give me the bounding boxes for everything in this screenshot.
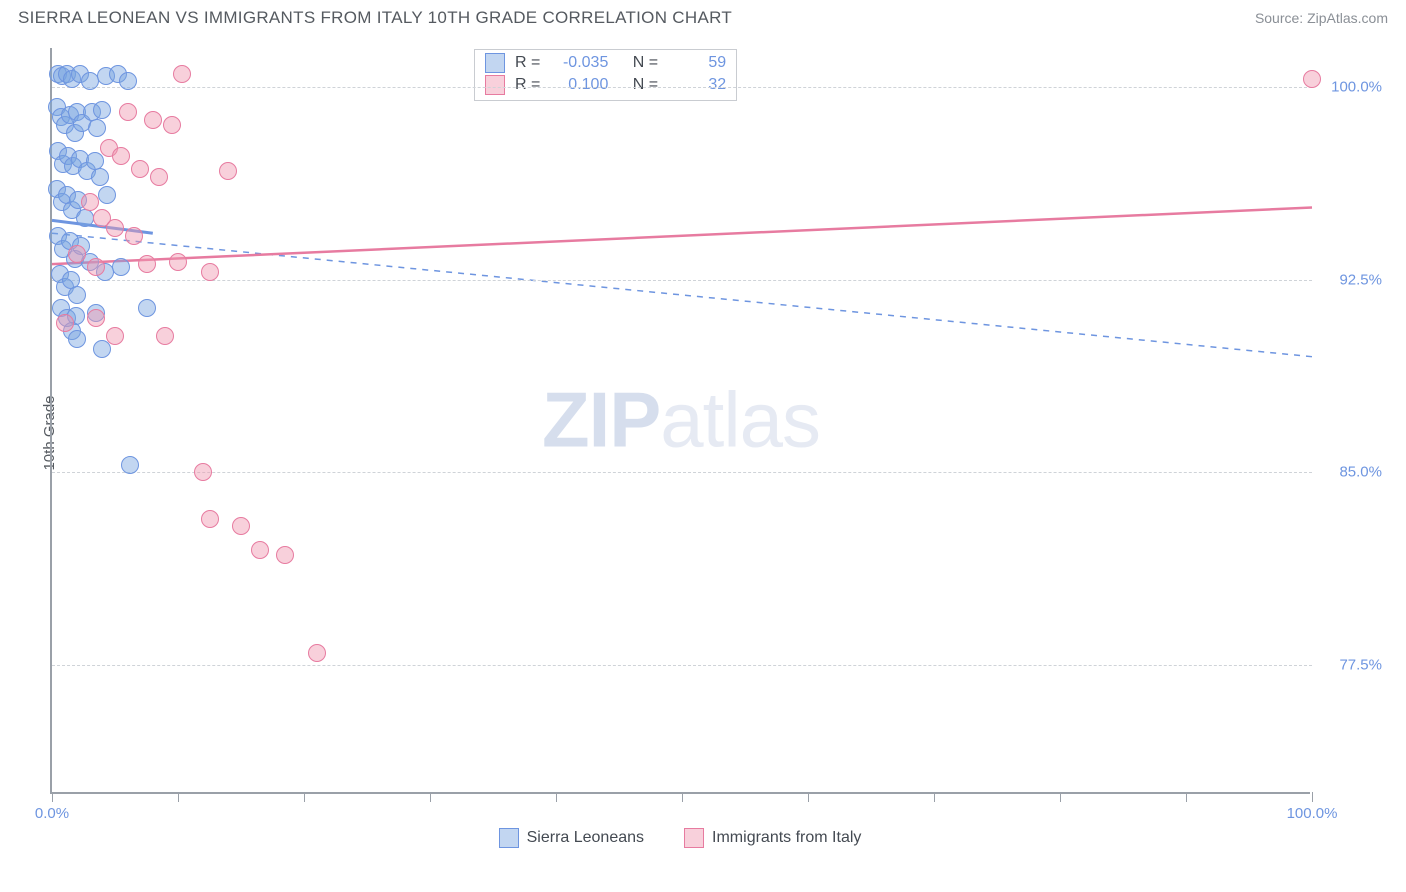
legend-label: Immigrants from Italy xyxy=(712,829,861,847)
gridline xyxy=(52,472,1312,473)
data-point xyxy=(106,219,124,237)
watermark: ZIPatlas xyxy=(542,375,820,466)
gridline xyxy=(52,87,1312,88)
x-tick xyxy=(1186,792,1187,802)
data-point xyxy=(232,517,250,535)
data-point xyxy=(125,227,143,245)
x-tick xyxy=(178,792,179,802)
data-point xyxy=(93,101,111,119)
data-point xyxy=(169,253,187,271)
legend-swatch-pink xyxy=(485,75,505,95)
data-point xyxy=(138,299,156,317)
data-point xyxy=(1303,70,1321,88)
x-tick xyxy=(304,792,305,802)
legend-label: Sierra Leoneans xyxy=(527,829,644,847)
plot-area: ZIPatlas R = -0.035 N = 59 R = 0.100 N =… xyxy=(50,48,1310,794)
trend-line-solid xyxy=(52,207,1312,264)
data-point xyxy=(131,160,149,178)
trend-line-dashed xyxy=(52,233,1312,356)
legend-swatch xyxy=(499,828,519,848)
y-tick-label: 92.5% xyxy=(1339,271,1382,288)
data-point xyxy=(119,72,137,90)
data-point xyxy=(156,327,174,345)
x-tick xyxy=(682,792,683,802)
x-tick-label: 100.0% xyxy=(1287,805,1338,822)
data-point xyxy=(106,327,124,345)
gridline xyxy=(52,280,1312,281)
data-point xyxy=(201,263,219,281)
data-point xyxy=(144,111,162,129)
data-point xyxy=(87,309,105,327)
data-point xyxy=(163,116,181,134)
x-tick xyxy=(1312,792,1313,802)
legend-row-1: R = -0.035 N = 59 xyxy=(485,52,726,74)
legend-swatch-blue xyxy=(485,53,505,73)
data-point xyxy=(308,644,326,662)
y-tick-label: 77.5% xyxy=(1339,657,1382,674)
data-point xyxy=(173,65,191,83)
legend-swatch xyxy=(684,828,704,848)
data-point xyxy=(138,255,156,273)
data-point xyxy=(68,330,86,348)
x-tick xyxy=(430,792,431,802)
x-tick xyxy=(934,792,935,802)
data-point xyxy=(119,103,137,121)
x-tick xyxy=(808,792,809,802)
data-point xyxy=(98,186,116,204)
data-point xyxy=(121,456,139,474)
chart-header: SIERRA LEONEAN VS IMMIGRANTS FROM ITALY … xyxy=(0,0,1406,34)
data-point xyxy=(219,162,237,180)
legend-item-1: Sierra Leoneans xyxy=(499,828,644,848)
gridline xyxy=(52,665,1312,666)
data-point xyxy=(276,546,294,564)
y-tick-label: 85.0% xyxy=(1339,464,1382,481)
data-point xyxy=(194,463,212,481)
data-point xyxy=(81,193,99,211)
data-point xyxy=(251,541,269,559)
data-point xyxy=(87,258,105,276)
x-tick xyxy=(556,792,557,802)
legend-series: Sierra Leoneans Immigrants from Italy xyxy=(50,828,1310,848)
legend-correlation: R = -0.035 N = 59 R = 0.100 N = 32 xyxy=(474,49,737,101)
x-tick-label: 0.0% xyxy=(35,805,69,822)
data-point xyxy=(112,147,130,165)
data-point xyxy=(201,510,219,528)
chart-area: 10th Grade ZIPatlas R = -0.035 N = 59 R … xyxy=(50,48,1390,818)
data-point xyxy=(76,209,94,227)
x-tick xyxy=(1060,792,1061,802)
data-point xyxy=(88,119,106,137)
data-point xyxy=(112,258,130,276)
trend-lines xyxy=(52,48,1312,794)
chart-title: SIERRA LEONEAN VS IMMIGRANTS FROM ITALY … xyxy=(18,8,732,28)
legend-item-2: Immigrants from Italy xyxy=(684,828,861,848)
data-point xyxy=(91,168,109,186)
data-point xyxy=(68,286,86,304)
x-tick xyxy=(52,792,53,802)
y-tick-label: 100.0% xyxy=(1331,78,1382,95)
chart-source: Source: ZipAtlas.com xyxy=(1255,10,1388,26)
data-point xyxy=(150,168,168,186)
data-point xyxy=(56,314,74,332)
data-point xyxy=(68,245,86,263)
data-point xyxy=(81,72,99,90)
legend-row-2: R = 0.100 N = 32 xyxy=(485,74,726,96)
